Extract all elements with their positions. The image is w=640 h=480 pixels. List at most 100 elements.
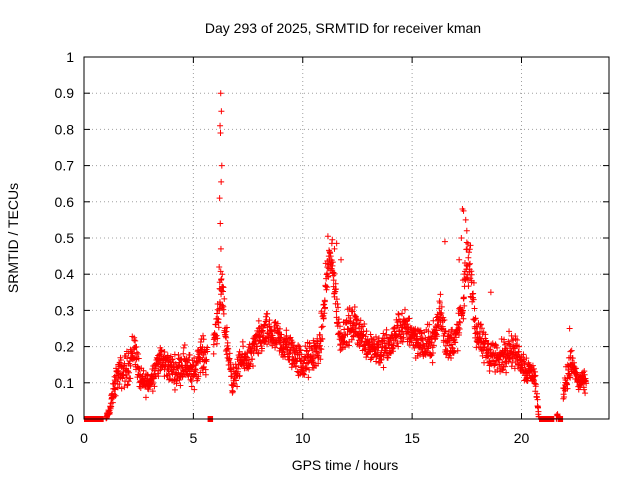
data-point — [225, 345, 232, 352]
data-point — [195, 373, 202, 380]
data-point — [191, 386, 198, 393]
data-point — [236, 373, 243, 380]
data-point — [480, 344, 487, 351]
data-point — [188, 377, 195, 384]
data-point — [472, 315, 479, 322]
data-point — [467, 260, 474, 267]
data-point — [253, 340, 260, 347]
data-point — [566, 325, 573, 332]
data-point — [503, 345, 510, 352]
data-point — [443, 351, 450, 358]
data-point — [582, 390, 589, 397]
data-point — [288, 364, 295, 371]
data-point — [473, 344, 480, 351]
data-point — [441, 316, 448, 323]
data-point — [218, 178, 225, 185]
data-point — [337, 347, 344, 354]
data-point — [318, 324, 325, 331]
data-point — [177, 382, 184, 389]
data-point — [123, 374, 130, 381]
data-point — [258, 328, 265, 335]
data-point — [117, 356, 124, 363]
data-point — [223, 351, 230, 358]
data-point — [176, 376, 183, 383]
data-point — [324, 284, 331, 291]
data-point — [283, 332, 290, 339]
data-point — [188, 383, 195, 390]
data-point — [224, 339, 231, 346]
data-point — [214, 310, 221, 317]
data-point — [272, 344, 279, 351]
data-point — [262, 318, 269, 325]
data-point — [566, 370, 573, 377]
data-point — [449, 349, 456, 356]
data-point — [437, 291, 444, 298]
data-point — [218, 276, 225, 283]
data-point — [384, 354, 391, 361]
data-point — [306, 366, 313, 373]
data-point — [454, 347, 461, 354]
x-tick-label: 5 — [189, 430, 197, 446]
data-point — [435, 315, 442, 322]
y-axis-ticks: 0 0.1 0.2 0.3 0.4 0.5 0.6 0.7 0.8 0.9 1 — [55, 49, 609, 427]
data-point — [191, 355, 198, 362]
data-point — [317, 356, 324, 363]
data-point — [511, 365, 518, 372]
data-point — [329, 259, 336, 266]
data-point — [317, 332, 324, 339]
data-point — [554, 411, 561, 418]
data-point — [214, 315, 221, 322]
data-point — [381, 335, 388, 342]
data-point — [250, 363, 257, 370]
data-point — [234, 365, 241, 372]
data-point — [114, 384, 121, 391]
data-point — [377, 359, 384, 366]
data-point — [221, 295, 228, 302]
data-point — [219, 271, 226, 278]
data-point — [398, 328, 405, 335]
data-point — [132, 337, 139, 344]
data-point — [321, 305, 328, 312]
data-point — [554, 412, 561, 419]
data-point — [216, 263, 223, 270]
data-point — [449, 326, 456, 333]
data-point — [333, 308, 340, 315]
data-point — [316, 349, 323, 356]
data-point — [519, 364, 526, 371]
data-point — [506, 328, 513, 335]
data-point — [213, 340, 220, 347]
data-point — [202, 366, 209, 373]
data-point — [220, 310, 227, 317]
data-point — [109, 399, 116, 406]
data-point — [438, 303, 445, 310]
data-point — [330, 269, 337, 276]
data-point — [151, 383, 158, 390]
data-point — [487, 360, 494, 367]
data-point — [258, 342, 265, 349]
data-point — [305, 374, 312, 381]
data-point — [380, 364, 387, 371]
data-point — [315, 360, 322, 367]
data-point — [222, 333, 229, 340]
data-point — [255, 317, 262, 324]
data-point — [465, 249, 472, 256]
data-point — [390, 342, 397, 349]
y-tick-label: 0.2 — [55, 339, 75, 355]
data-point — [463, 239, 470, 246]
data-point — [438, 309, 445, 316]
data-point — [394, 340, 401, 347]
data-point — [323, 286, 330, 293]
data-point — [324, 233, 331, 240]
x-tick-label: 0 — [80, 430, 88, 446]
data-point — [266, 317, 273, 324]
data-point — [568, 347, 575, 354]
data-point — [127, 375, 134, 382]
data-point — [453, 321, 460, 328]
data-point — [286, 356, 293, 363]
data-point — [429, 350, 436, 357]
data-point — [448, 355, 455, 362]
y-tick-label: 0.8 — [55, 121, 75, 137]
data-point — [359, 332, 366, 339]
data-point — [348, 307, 355, 314]
data-point — [256, 333, 263, 340]
